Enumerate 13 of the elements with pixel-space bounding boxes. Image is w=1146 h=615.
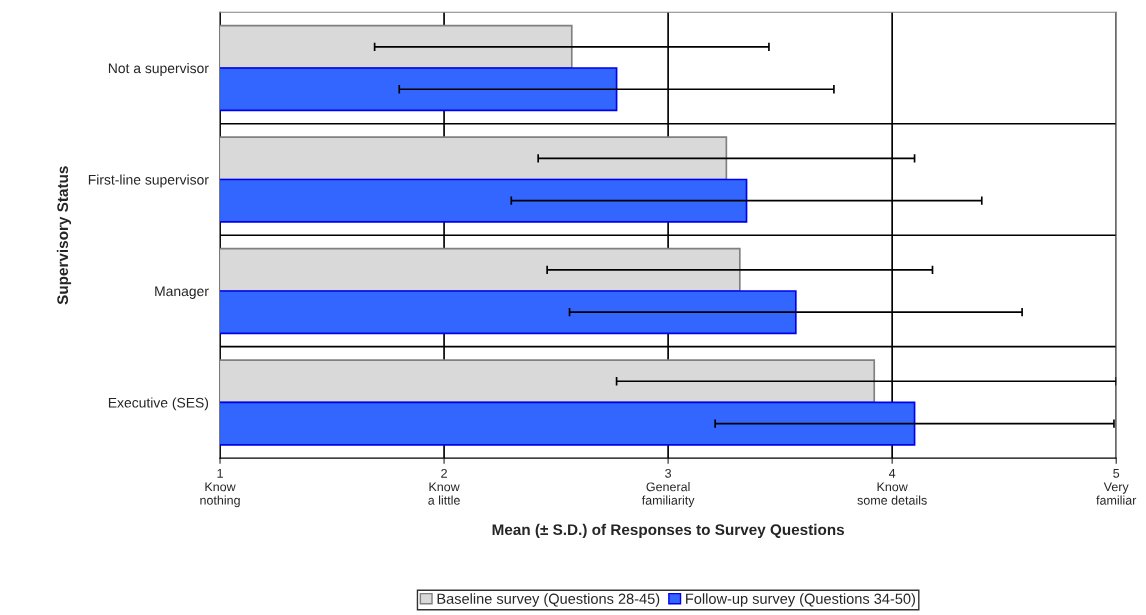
- x-tick-label: 1 Know nothing: [200, 469, 240, 508]
- y-tick-label: First-line supervisor: [88, 174, 209, 188]
- x-tick-label: 4 Know some details: [857, 469, 927, 505]
- x-axis-title: Mean (± S.D.) of Responses to Survey Questions: [492, 523, 845, 539]
- x-tick-label: 3 General familiarity: [641, 468, 695, 508]
- legend-label: Baseline survey (Questions 28-45): [437, 593, 660, 607]
- y-tick-label: Not a supervisor: [108, 63, 209, 76]
- x-tick-label: 5 Very familiar: [1096, 469, 1137, 505]
- legend-label: Follow-up survey (Questions 34-50): [686, 593, 915, 607]
- y-tick-label: Manager: [155, 286, 209, 299]
- x-tick-label: 2 Know a little: [428, 468, 460, 505]
- y-tick-label: Executive (SES): [108, 397, 209, 411]
- y-axis-title: Supervisory Status: [56, 166, 72, 305]
